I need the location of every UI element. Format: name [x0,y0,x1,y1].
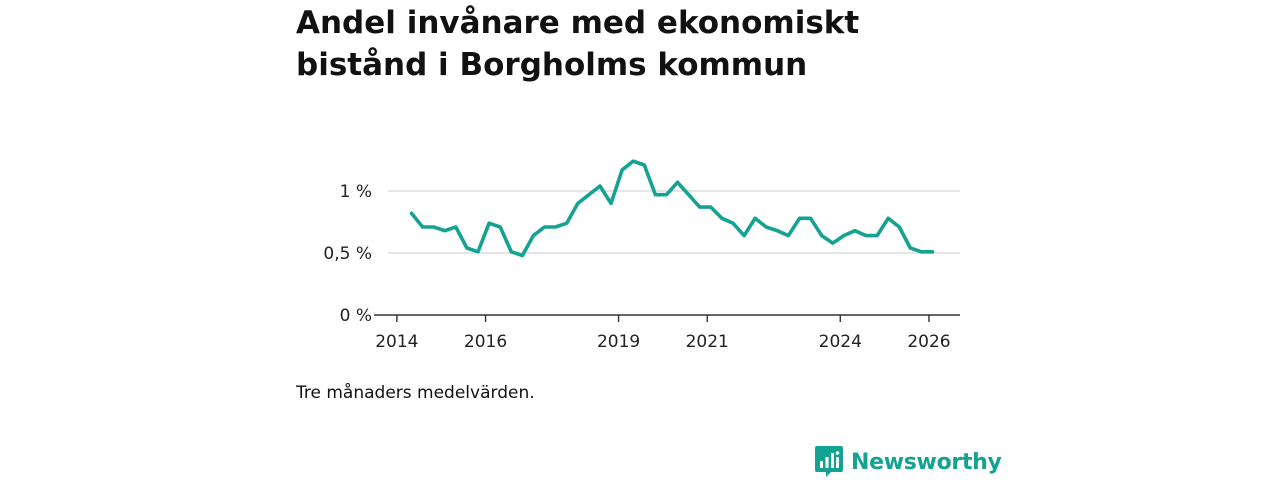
data-point [886,216,890,220]
x-tick-label: 2019 [597,332,640,352]
x-tick-label: 2026 [907,332,950,352]
x-tick-label: 2016 [464,332,507,352]
data-point [665,193,668,197]
y-tick-label: 0,5 % [323,244,372,264]
newsworthy-logo-icon [815,446,843,477]
data-point [842,234,846,238]
data-point [476,250,480,254]
data-point [742,234,746,238]
data-point [410,211,413,215]
data-point [609,201,613,205]
x-axis: 2014 2016 2019 2021 2024 2026 [374,314,960,352]
data-point [587,193,591,197]
data-point [875,234,879,238]
data-point [487,221,491,225]
data-point [720,216,724,220]
data-point [565,221,569,225]
y-tick-label: 1 % [340,182,372,202]
data-point [454,225,458,229]
data-point [698,205,702,209]
data-point [443,229,447,233]
data-point [631,159,635,163]
data-point [554,225,558,229]
data-point [864,234,868,238]
data-point [432,225,436,229]
data-point [731,221,735,225]
series-line [409,159,935,258]
data-point [809,216,813,220]
y-tick-label: 0 % [340,306,372,326]
data-point [509,250,513,254]
data-point [531,234,535,238]
brand-logo[interactable]: Newsworthy [815,446,1002,478]
x-tick-label: 2021 [686,332,729,352]
data-point [676,180,679,184]
data-point [465,246,469,250]
data-point [908,246,912,250]
data-point [831,241,835,245]
brand-name: Newsworthy [851,449,1002,475]
data-point [931,250,934,254]
data-point [653,193,657,197]
data-point [764,225,768,229]
data-point [775,229,779,233]
chart-caption: Tre månaders medelvärden. [296,383,535,403]
x-tick-label: 2014 [375,332,418,352]
x-tick-label: 2024 [819,332,862,352]
data-point [687,193,691,197]
data-point [642,163,646,167]
series-layer [409,159,935,258]
data-point [421,225,425,229]
data-point [798,216,801,220]
data-point [709,205,713,209]
data-point [576,201,580,205]
data-point [498,225,502,229]
data-point [919,250,923,254]
data-point [620,168,624,172]
data-point [897,225,901,229]
data-point [520,254,524,257]
y-axis-tick-labels: 0 % 0,5 % 1 % [323,182,372,326]
data-point [786,234,790,238]
data-point [853,229,857,233]
data-point [820,234,824,238]
data-point [543,225,546,229]
data-point [753,216,757,220]
data-point [598,184,602,188]
gridlines [388,190,960,254]
chart-title: Andel invånare med ekonomiskt bistånd i … [296,5,860,83]
